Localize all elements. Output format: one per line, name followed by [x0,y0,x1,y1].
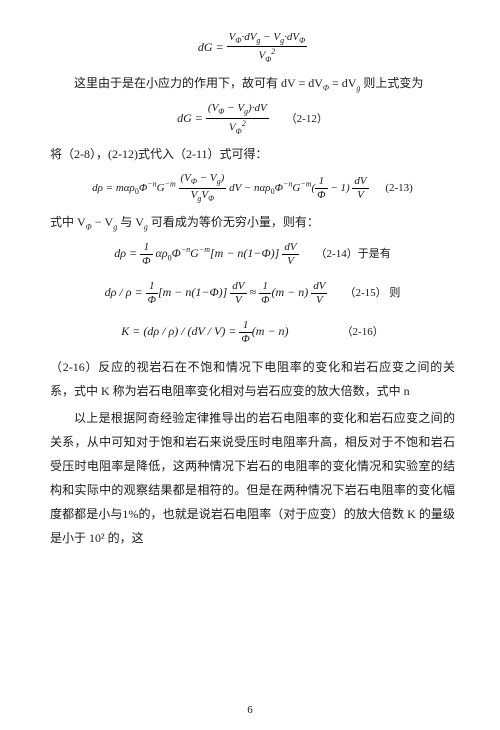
eq-lhs: dG = [177,111,203,125]
page: dG = VΦ·dVg − Vg·dVΦ VΦ2 这里由于是在小应力的作用下，故… [0,0,500,730]
eq-body: dρ = mαρ0Φ−nG−m (VΦ − Vg)VgVΦ dV − nαρ0Φ… [92,182,368,194]
eq-number: (2-13) [385,182,413,194]
eq-2-11b: dG = VΦ·dVg − Vg·dVΦ VΦ2 [50,32,455,64]
eq-number: （2-14）于是有 [316,248,391,260]
para-4: （2-16）反应的视岩石在不饱和情况下电阻率的变化和岩石应变之间的关系，式中 K… [50,355,455,403]
eq-body: dρ / ρ = 1Φ[m − n(1−Φ)] dVV ≈ 1Φ(m − n) … [105,285,328,299]
para-3: 式中 VΦ − Vg 与 Vg 可看成为等价无穷小量，则有： [50,210,455,235]
eq-2-12: dG = (VΦ − Vg)·dV VΦ2 （2-12） [50,103,455,135]
page-number: 6 [0,700,500,720]
eq-body: K = (dρ / ρ) / (dV / V) = 1Φ(m − n) [121,324,288,338]
para-1: 这里由于是在小应力的作用下，故可有 dV = dVΦ = dVg 则上式变为 [50,71,455,96]
eq-lhs: dG = [198,40,224,54]
eq-number: （2-15） 则 [344,287,400,299]
eq-2-15: dρ / ρ = 1Φ[m − n(1−Φ)] dVV ≈ 1Φ(m − n) … [50,281,455,306]
eq-denom: VΦ2 [206,119,269,136]
eq-2-14: dρ = 1Φ αρ0Φ−nG−m[m − n(1−Φ)] dVV （2-14）… [50,242,455,267]
para-5: 以上是根据阿奇经验定律推导出的岩石电阻率的变化和岩石应变之间的关系，从中可知对于… [50,406,455,550]
eq-denom: VΦ2 [227,47,308,64]
eq-2-13: dρ = mαρ0Φ−nG−m (VΦ − Vg)VgVΦ dV − nαρ0Φ… [50,173,455,202]
eq-number: （2-12） [286,113,328,125]
eq-body: dρ = 1Φ αρ0Φ−nG−m[m − n(1−Φ)] dVV [114,246,298,260]
eq-number: （2-16） [342,326,384,338]
eq-numer: VΦ·dVg − Vg·dVΦ [227,32,308,47]
eq-numer: (VΦ − Vg)·dV [206,103,269,118]
eq-2-16: K = (dρ / ρ) / (dV / V) = 1Φ(m − n) （2-1… [50,320,455,345]
para-2: 将（2-8），(2-12)式代入（2-11）式可得： [50,142,455,166]
